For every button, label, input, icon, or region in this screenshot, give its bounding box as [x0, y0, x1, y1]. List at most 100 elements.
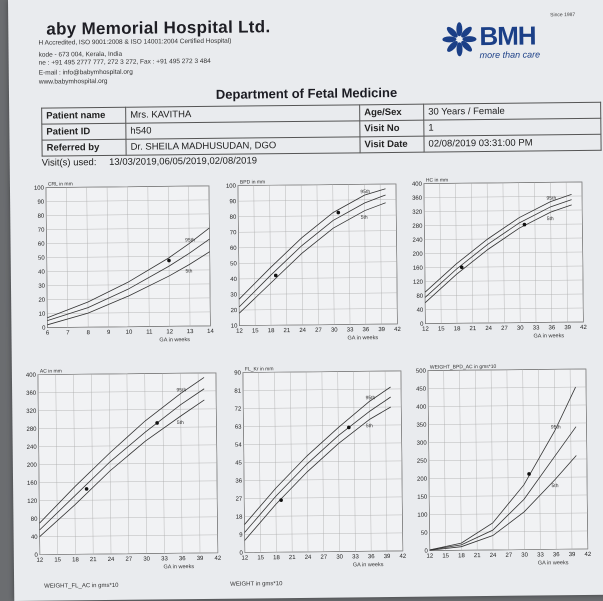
y-tick-label: 100 [226, 184, 237, 190]
y-tick-label: 50 [230, 261, 237, 267]
percentile-line [429, 455, 577, 551]
percentile-line [424, 204, 572, 303]
measurement-point [527, 472, 531, 476]
gridline-y [243, 388, 402, 391]
percentile-label: 95th [551, 424, 561, 430]
patient-id-label: Patient ID [41, 123, 126, 141]
percentile-line [47, 251, 210, 326]
chart-title: AC in mm [40, 368, 62, 374]
percentile-line [424, 194, 572, 293]
measurement-point [279, 498, 283, 502]
chart-title: FL_Kr in mm [245, 366, 274, 372]
y-tick-label: 280 [26, 427, 37, 433]
y-tick-label: 72 [235, 407, 242, 413]
y-tick-label: 90 [229, 199, 236, 205]
x-tick-label: 12 [241, 556, 248, 562]
measurement-point [459, 265, 464, 270]
percentile-line [424, 199, 572, 298]
y-tick-label: 160 [27, 481, 38, 487]
gridline-y [424, 265, 583, 268]
y-tick-label: 0 [42, 326, 46, 332]
gridline-y [39, 480, 218, 483]
x-tick-label: 12 [166, 329, 173, 335]
bpd-chart: 12 15 18 21 24 27 30 33 36 39 42 10 20 30 40 50 60 70 80 90… [222, 174, 404, 346]
gridline-y [242, 370, 401, 373]
x-tick-label: 27 [501, 326, 508, 332]
logo-tagline: more than care [479, 49, 541, 61]
percentile-line [238, 194, 386, 308]
gridline-y [243, 460, 402, 463]
y-tick-label: 160 [413, 266, 424, 272]
y-tick-label: 45 [235, 461, 242, 467]
gridline-x [269, 185, 272, 326]
percentile-line [244, 386, 391, 525]
y-tick-label: 27 [236, 497, 243, 503]
y-tick-label: 120 [413, 280, 424, 286]
x-tick-label: 36 [548, 325, 555, 331]
x-tick-label: 27 [125, 557, 132, 563]
percentile-line [244, 396, 391, 533]
gridline-y [46, 283, 210, 286]
y-tick-label: 240 [412, 238, 423, 244]
gridline-y [46, 213, 210, 216]
gridline-y [243, 442, 402, 445]
gridline-y [38, 444, 217, 447]
crl-chart: 6 7 8 9 10 11 12 13 14 0 10 20 30 40 50 60 70 80 90 100 CRL … [30, 176, 217, 348]
y-tick-label: 80 [416, 294, 423, 300]
x-tick-label: 39 [378, 327, 385, 333]
gridline-y [428, 404, 587, 407]
gridline-y [46, 255, 210, 258]
x-tick-label: 18 [268, 328, 275, 334]
gridline-y [238, 214, 397, 217]
measurement-point [522, 222, 527, 227]
x-tick-label: 24 [305, 555, 312, 561]
x-tick-label: 30 [336, 555, 343, 561]
y-tick-label: 400 [26, 373, 37, 379]
percentile-line [39, 399, 205, 537]
percentile-line [429, 386, 576, 551]
logo-since: Since 1987 [550, 12, 576, 19]
y-tick-label: 200 [413, 252, 424, 258]
x-tick-label: 10 [126, 330, 133, 336]
percentile-label: 5th [551, 483, 558, 489]
percentile-line [244, 406, 391, 541]
age-label: Age/Sex [359, 104, 424, 121]
gridline-y [429, 476, 588, 479]
y-tick-label: 0 [424, 549, 428, 555]
x-tick-label: 33 [533, 325, 540, 331]
gridline-y [38, 462, 217, 465]
gridline-x [285, 185, 288, 326]
x-tick-label: 21 [90, 557, 97, 563]
y-tick-label: 90 [37, 200, 44, 206]
x-tick-label: 24 [108, 557, 115, 563]
y-tick-label: 80 [230, 215, 237, 221]
flower-logo-icon [442, 22, 477, 57]
y-tick-label: 50 [38, 256, 45, 262]
x-tick-label: 15 [257, 555, 264, 561]
x-tick-label: 24 [490, 553, 497, 559]
y-tick-label: 400 [412, 182, 423, 188]
gridline-y [37, 372, 216, 375]
percentile-line [238, 188, 386, 300]
y-tick-label: 10 [231, 324, 238, 330]
gridline-x [253, 185, 256, 326]
gridline-y [244, 550, 403, 553]
gridline-y [244, 478, 403, 481]
y-tick-label: 350 [416, 423, 427, 429]
x-tick-label: 21 [289, 555, 296, 561]
x-tick-label: 27 [315, 328, 322, 334]
gridline-y [46, 269, 210, 272]
y-tick-label: 9 [239, 533, 243, 539]
y-tick-label: 90 [234, 371, 241, 377]
gridline-y [425, 321, 584, 324]
gridline-y [237, 183, 396, 186]
x-tick-label: 36 [553, 552, 560, 558]
gridline-y [428, 458, 587, 461]
referred-by-label: Referred by [41, 139, 127, 157]
gridline-y [429, 494, 588, 497]
department-title: Department of Fetal Medicine [215, 84, 398, 102]
gridline-y [39, 516, 218, 519]
y-tick-label: 70 [38, 228, 45, 234]
gridline-y [38, 408, 217, 411]
y-tick-label: 150 [417, 495, 428, 501]
